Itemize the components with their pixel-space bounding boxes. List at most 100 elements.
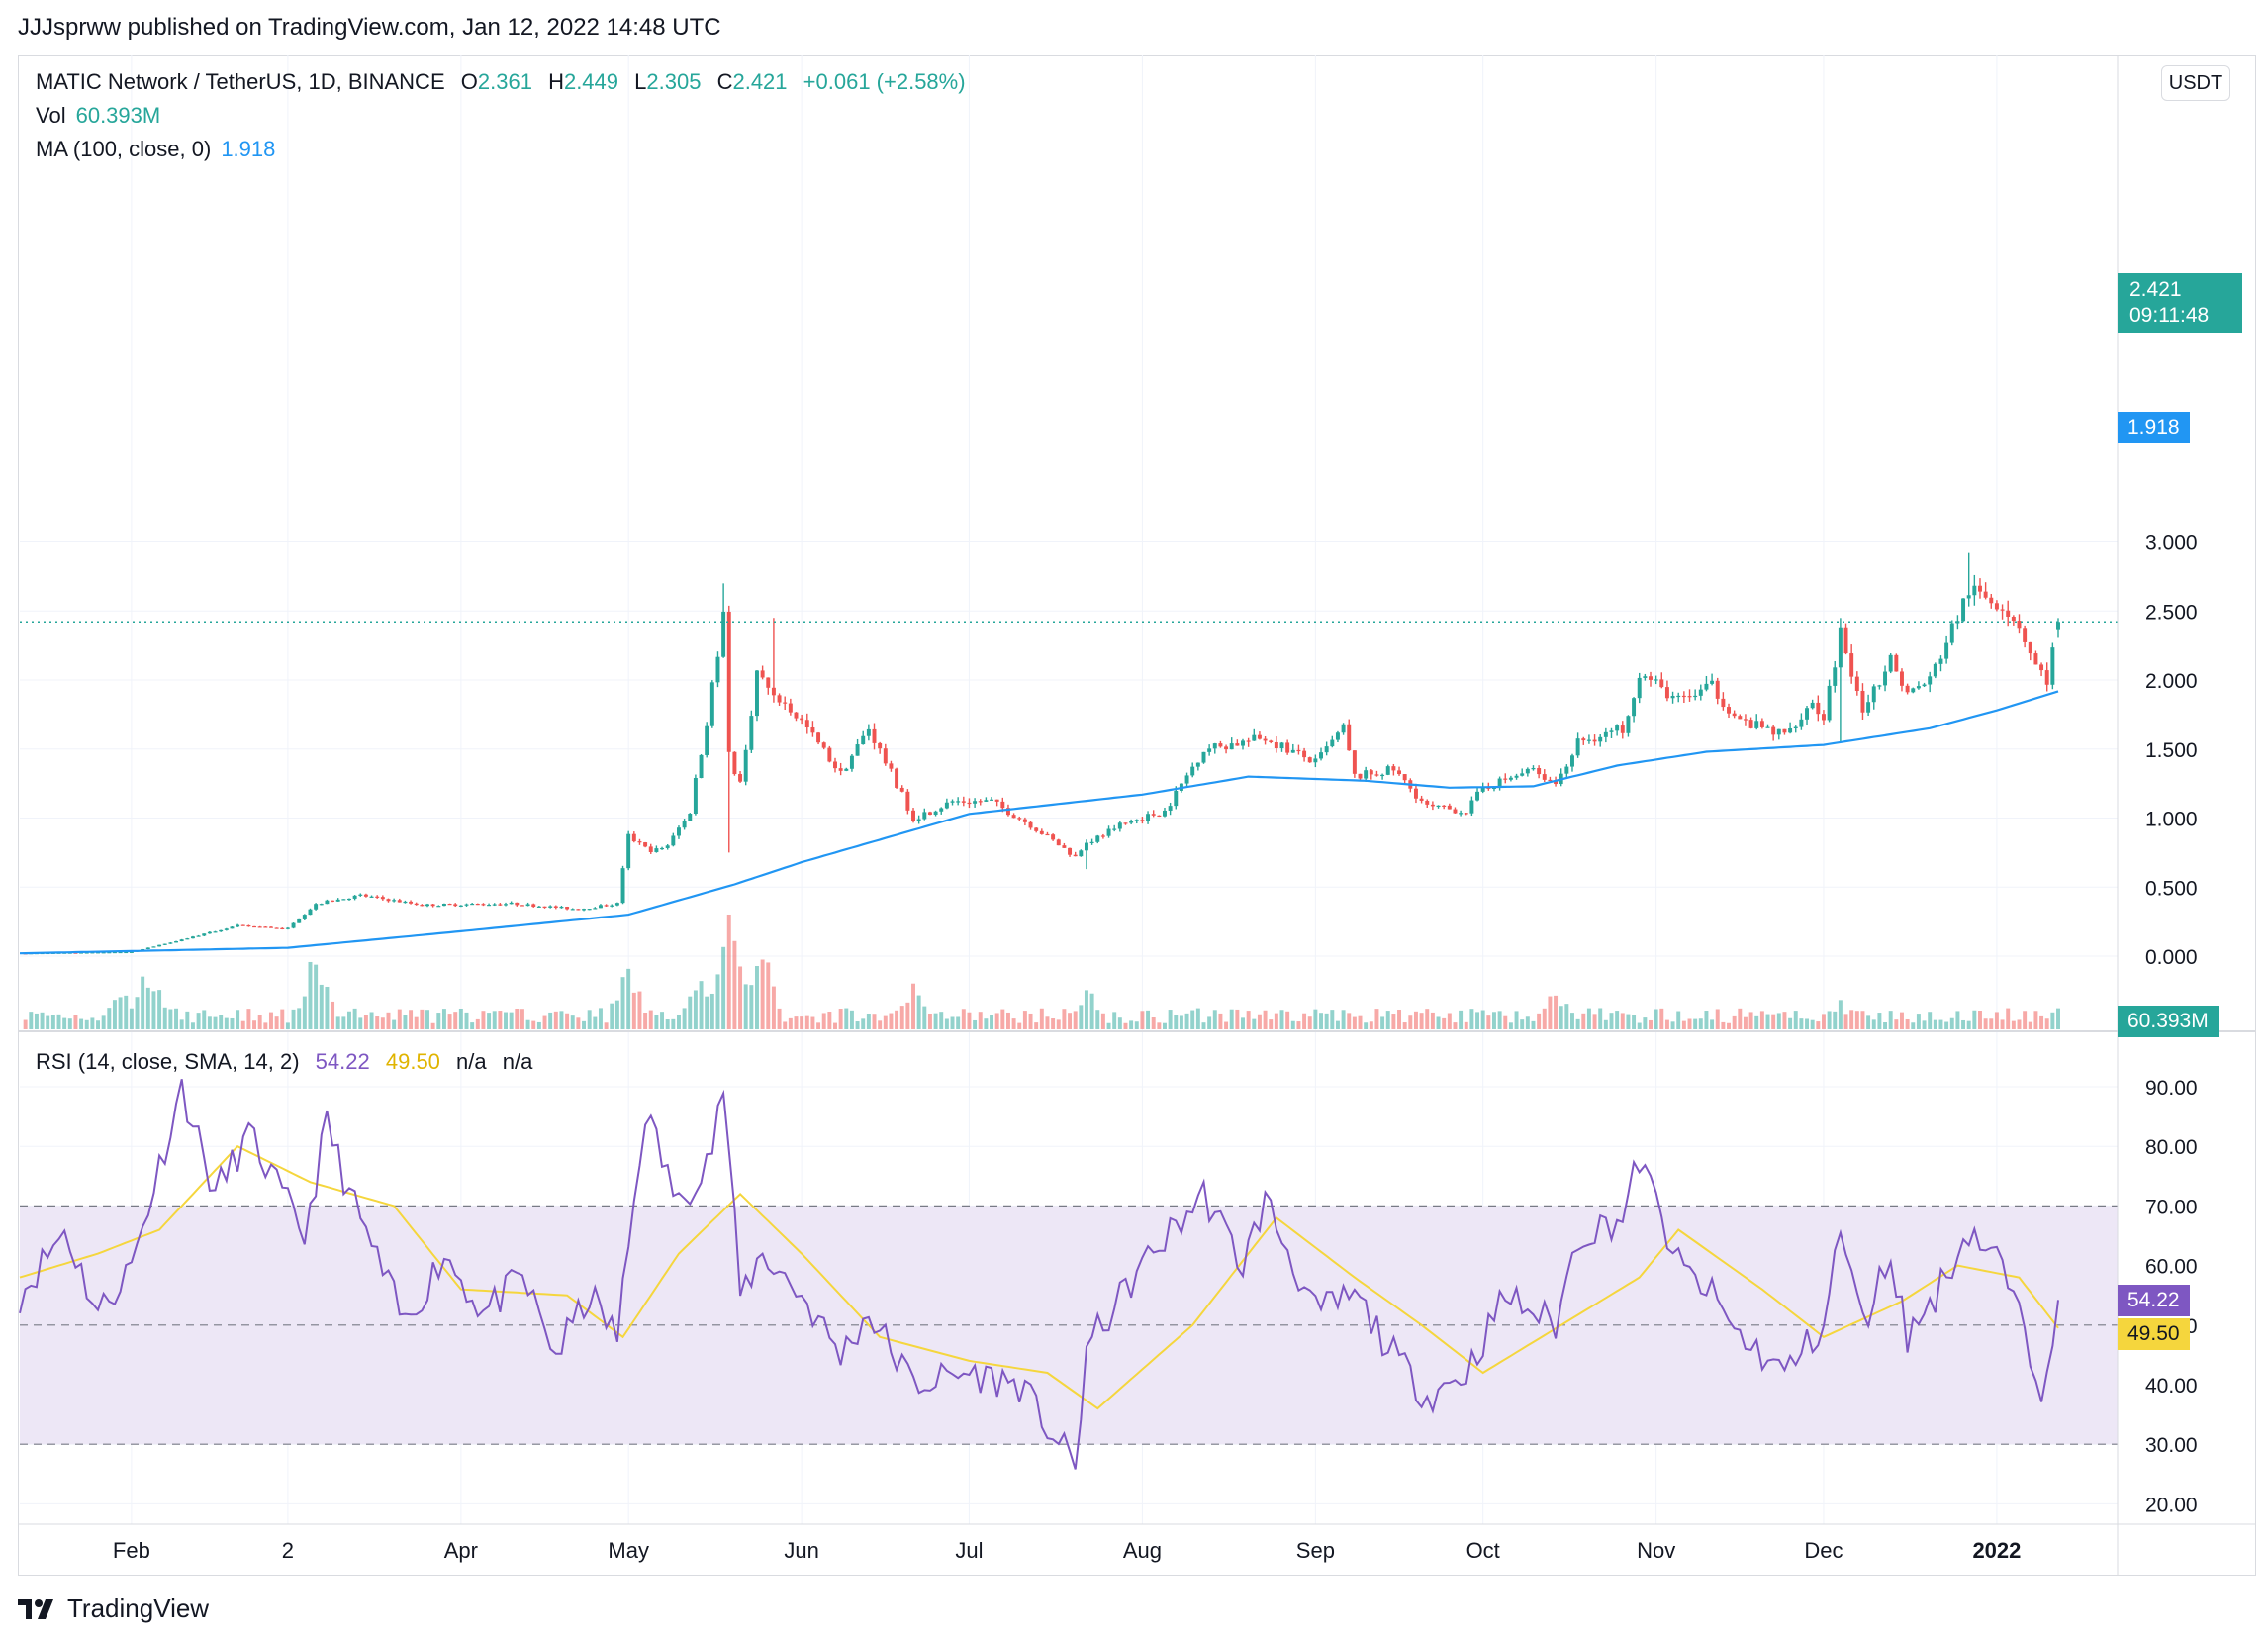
volume-bar — [1615, 1011, 1620, 1029]
candle-body — [810, 727, 815, 733]
candle-body — [593, 908, 598, 910]
volume-bar — [1005, 1012, 1010, 1029]
candle-body — [1586, 739, 1591, 741]
candle-body — [1888, 654, 1893, 672]
candle-body — [145, 947, 150, 949]
candle-body — [950, 801, 955, 803]
rsi-lines — [19, 1079, 2059, 1470]
candlesticks — [20, 552, 2118, 955]
candle-body — [219, 929, 224, 932]
candle-body — [626, 833, 631, 869]
candle-body — [922, 812, 927, 820]
volume-bar — [1693, 1018, 1698, 1029]
volume-bar — [961, 1009, 966, 1029]
volume-bar — [56, 1014, 61, 1029]
volume-bar — [1263, 1010, 1268, 1029]
volume-bar — [1508, 1022, 1513, 1029]
candle-body — [202, 933, 207, 936]
volume-bar — [409, 1010, 414, 1029]
candle-body — [1905, 685, 1910, 693]
volume-bar — [788, 1017, 793, 1029]
candle-body — [179, 939, 184, 942]
candle-body — [101, 952, 106, 954]
candle-body — [1447, 805, 1452, 810]
volume-bar — [1727, 1022, 1731, 1029]
volume-bar — [927, 1014, 932, 1029]
volume-bar — [1011, 1018, 1016, 1029]
candle-body — [2011, 616, 2016, 622]
candle-body — [464, 904, 469, 906]
candle-body — [1157, 815, 1162, 818]
volume-bar — [84, 1019, 89, 1029]
volume-bar — [1938, 1019, 1943, 1029]
candle-body — [911, 810, 915, 822]
candle-body — [196, 935, 201, 937]
volume-bar — [1486, 1015, 1491, 1029]
volume-bar — [766, 962, 771, 1029]
volume-bar — [956, 1016, 961, 1029]
candle-body — [643, 842, 648, 847]
volume-bar — [297, 1008, 302, 1029]
candle-body — [1911, 688, 1916, 693]
candle-body — [520, 905, 524, 907]
volume-bar — [447, 1014, 452, 1029]
volume-bar — [794, 1016, 799, 1029]
candle-body — [1821, 714, 1826, 721]
volume-bar — [1442, 1017, 1447, 1029]
candle-body — [263, 926, 268, 928]
candle-body — [956, 801, 961, 803]
candle-body — [397, 900, 402, 903]
volume-bar — [1163, 1022, 1167, 1029]
candle-body — [1084, 842, 1088, 851]
candle-body — [2033, 653, 2038, 665]
legend-low: 2.305 — [646, 69, 702, 94]
candle-body — [1212, 743, 1217, 749]
volume-bar — [1285, 1011, 1290, 1029]
legend-na-2: n/a — [502, 1049, 533, 1074]
volume-bar — [67, 1018, 72, 1029]
volume-bar — [849, 1010, 854, 1029]
volume-bar — [933, 1013, 938, 1029]
volume-bar — [821, 1013, 826, 1029]
footer-brand[interactable]: TradingView — [18, 1594, 209, 1624]
volume-bar — [1402, 1022, 1407, 1029]
candle-body — [1269, 740, 1274, 742]
volume-bar — [202, 1010, 207, 1029]
volume-bar — [654, 1015, 659, 1029]
candle-body — [1453, 809, 1458, 814]
volume-bar — [302, 996, 307, 1029]
candle-body — [1100, 835, 1105, 837]
rsi-tick-label: 90.00 — [2145, 1077, 2198, 1100]
volume-bar — [1190, 1010, 1195, 1029]
volume-bar — [397, 1009, 402, 1029]
volume-bar — [101, 1015, 106, 1029]
candle-body — [525, 904, 530, 907]
last-price-tag: 2.421 09:11:48 — [2118, 273, 2242, 333]
candle-body — [1877, 685, 1882, 687]
candle-body — [1854, 676, 1859, 691]
volume-bar — [1603, 1019, 1608, 1029]
volume-bar — [1649, 1019, 1653, 1029]
candle-body — [794, 712, 799, 719]
candle-body — [240, 924, 245, 926]
candle-body — [755, 670, 759, 717]
volume-bar — [783, 1021, 788, 1029]
volume-bar — [1748, 1012, 1753, 1029]
candle-body — [1520, 773, 1525, 776]
ma-line — [19, 690, 2059, 955]
candle-body — [274, 927, 279, 929]
volume-bar — [1453, 1022, 1458, 1029]
volume-bar — [838, 1009, 843, 1029]
currency-button[interactable]: USDT — [2161, 65, 2230, 101]
legend-c-label: C — [716, 69, 733, 94]
legend-l-label: L — [634, 69, 647, 94]
time-tick-label: Apr — [444, 1538, 478, 1563]
volume-bar — [743, 984, 748, 1029]
volume-bar — [475, 1018, 480, 1029]
volume-bar — [1241, 1017, 1245, 1029]
candle-body — [866, 728, 871, 736]
candle-body — [1168, 806, 1173, 811]
volume-bar — [2039, 1015, 2044, 1029]
volume-bar — [1224, 1021, 1229, 1029]
